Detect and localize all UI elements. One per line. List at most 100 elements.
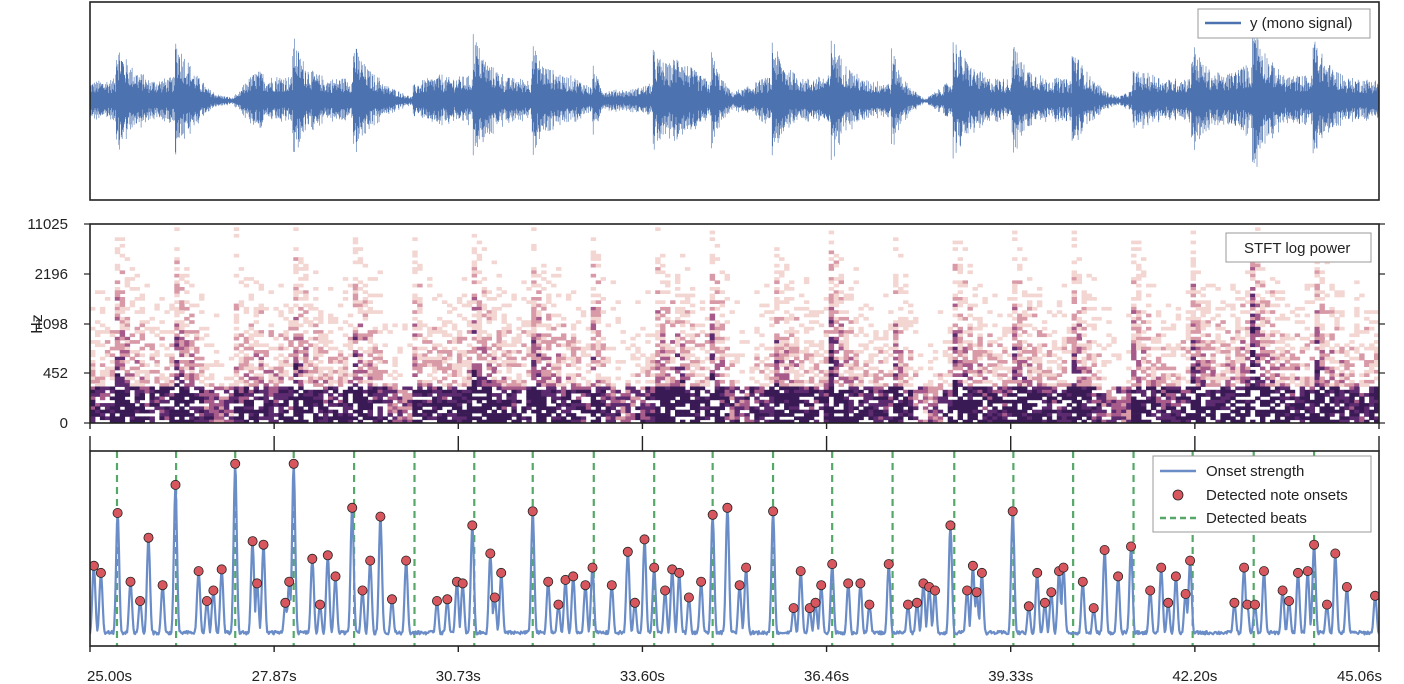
spectrogram-cell (729, 413, 735, 417)
spectrogram-cell (684, 310, 691, 314)
spectrogram-cell (154, 376, 160, 381)
spectrogram-cell (893, 343, 899, 348)
spectrogram-cell (1022, 350, 1028, 354)
spectrogram-cell (293, 360, 299, 364)
spectrogram-cell (570, 356, 577, 361)
spectrogram-cell (556, 366, 562, 371)
spectrogram-cell (174, 273, 180, 278)
spectrogram-cell (144, 416, 150, 421)
spectrogram-cell (833, 366, 840, 371)
spectrogram-cell (789, 313, 795, 318)
spectrogram-cell (967, 323, 973, 328)
spectrogram-cell (937, 419, 944, 423)
spectrogram-cell (719, 340, 725, 344)
spectrogram-cell (848, 416, 854, 421)
spectrogram-cell (1081, 310, 1087, 314)
spectrogram-cell (377, 356, 383, 361)
spectrogram-cell (223, 413, 230, 417)
spectrogram-cell (1200, 340, 1206, 344)
spectrogram-cell (1205, 320, 1211, 324)
spectrogram-cell (471, 373, 478, 377)
spectrogram-cell (1106, 413, 1112, 417)
spectrogram-cell (1071, 316, 1077, 321)
spectrogram-cell (1155, 416, 1162, 421)
spectrogram-cell (1190, 413, 1196, 417)
spectrogram-cell (541, 399, 547, 404)
spectrogram-cell (789, 369, 795, 374)
spectrogram-cell (997, 360, 1003, 364)
spectrogram-cell (1071, 383, 1077, 387)
spectrogram-cell (422, 403, 428, 407)
spectrogram-cell (506, 393, 512, 397)
spectrogram-cell (982, 297, 988, 301)
spectrogram-cell (719, 336, 725, 341)
spectrogram-cell (1086, 383, 1092, 387)
spectrogram-cell (357, 396, 364, 401)
spectrogram-cell (888, 389, 894, 394)
spectrogram-cell (699, 323, 706, 328)
spectrogram-cell (298, 363, 304, 367)
spectrogram-cell (119, 353, 126, 358)
spectrogram-cell (546, 409, 552, 414)
spectrogram-cell (561, 333, 567, 338)
spectrogram-cell (1160, 376, 1167, 381)
spectrogram-cell (412, 297, 418, 301)
spectrogram-cell (1165, 376, 1172, 381)
spectrogram-cell (154, 303, 160, 308)
spectrogram-cell (908, 376, 914, 381)
spectrogram-cell (204, 389, 210, 394)
spectrogram-cell (1036, 287, 1043, 291)
spectrogram-cell (263, 306, 269, 311)
spectrogram-cell (218, 419, 225, 423)
spectrogram-cell (461, 399, 468, 404)
spectrogram-cell (1235, 330, 1241, 334)
spectrogram-cell (789, 406, 795, 411)
spectrogram-cell (313, 343, 319, 348)
spectrogram-cell (680, 306, 686, 311)
spectrogram-cell (967, 409, 973, 414)
spectrogram-cell (99, 373, 106, 377)
spectrogram-cell (451, 413, 458, 417)
spectrogram-cell (437, 366, 443, 371)
spectrogram-cell (575, 386, 582, 391)
spectrogram-cell (739, 330, 745, 334)
spectrogram-cell (1022, 383, 1028, 387)
spectrogram-cell (813, 399, 820, 404)
spectrogram-cell (491, 383, 497, 387)
spectrogram-cell (635, 416, 641, 421)
spectrogram-cell (1225, 406, 1231, 411)
spectrogram-cell (506, 399, 512, 404)
spectrogram-cell (789, 393, 795, 397)
spectrogram-cell (387, 383, 393, 387)
spectrogram-cell (536, 373, 542, 377)
spectrogram-cell (952, 293, 958, 298)
spectrogram-cell (471, 270, 478, 275)
spectrogram-cell (90, 326, 96, 331)
spectrogram-cell (228, 416, 235, 421)
spectrogram-cell (665, 373, 671, 377)
spectrogram-cell (119, 376, 126, 381)
spectrogram-cell (1002, 346, 1008, 351)
spectrogram-cell (1180, 393, 1187, 397)
spectrogram-cell (709, 333, 716, 338)
spectrogram-cell (124, 320, 131, 324)
spectrogram-cell (248, 406, 254, 411)
spectrogram-cell (794, 363, 800, 367)
spectrogram-cell (833, 369, 840, 374)
spectrogram-cell (823, 399, 830, 404)
spectrogram-cell (144, 379, 150, 384)
spectrogram-cell (114, 416, 121, 421)
spectrogram-cell (1160, 399, 1167, 404)
spectrogram-cell (109, 406, 116, 411)
spectrogram-cell (1131, 369, 1137, 374)
spectrogram-cell (774, 277, 780, 281)
spectrogram-cell (347, 386, 354, 391)
spectrogram-cell (471, 336, 478, 341)
spectrogram-cell (754, 356, 760, 361)
spectrogram-cell (1056, 346, 1063, 351)
spectrogram-cell (1205, 363, 1211, 367)
spectrogram-cell (318, 366, 324, 371)
spectrogram-cell (179, 366, 185, 371)
spectrogram-cell (1036, 416, 1043, 421)
spectrogram-cell (680, 383, 686, 387)
